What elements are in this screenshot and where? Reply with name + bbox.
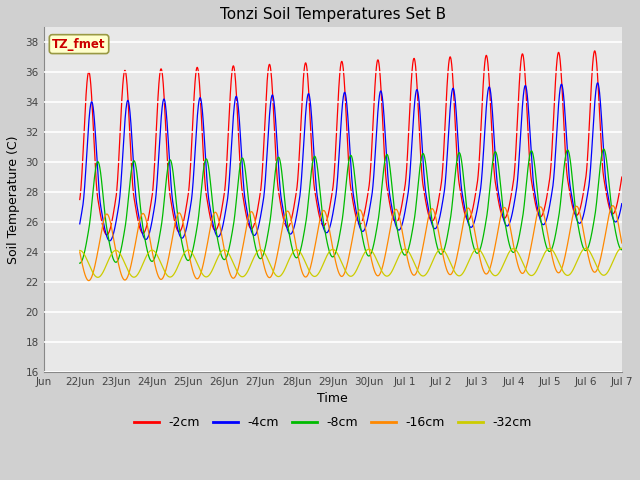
Y-axis label: Soil Temperature (C): Soil Temperature (C) [7,135,20,264]
X-axis label: Time: Time [317,392,348,405]
Title: Tonzi Soil Temperatures Set B: Tonzi Soil Temperatures Set B [220,7,446,22]
Text: TZ_fmet: TZ_fmet [52,37,106,50]
Legend: -2cm, -4cm, -8cm, -16cm, -32cm: -2cm, -4cm, -8cm, -16cm, -32cm [129,411,537,434]
